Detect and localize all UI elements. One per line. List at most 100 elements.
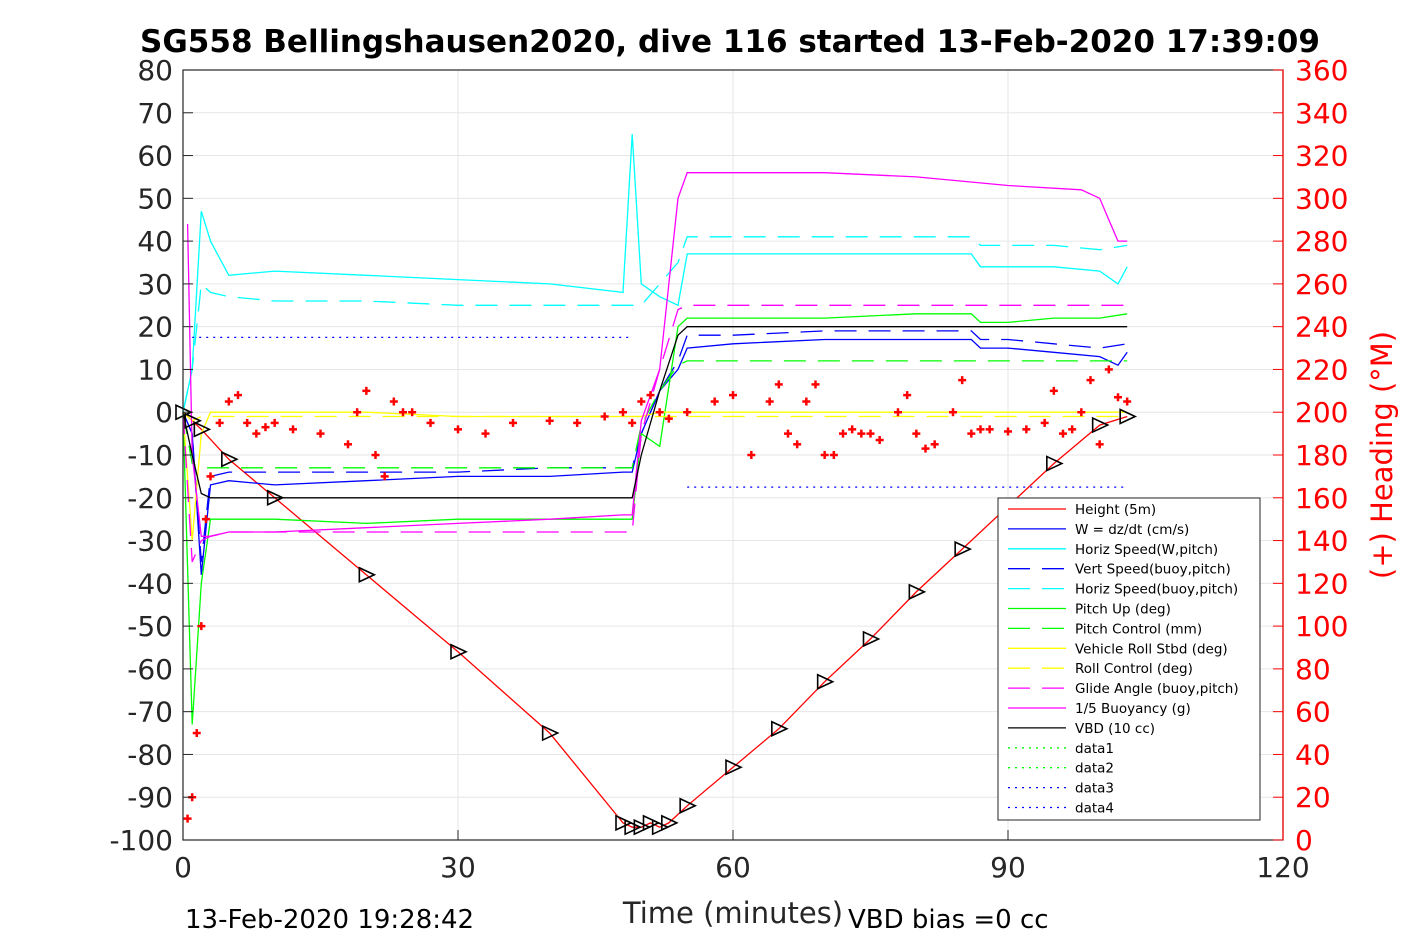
legend-label-6: Pitch Control (mm) — [1075, 621, 1202, 637]
y2-tick-label: 180 — [1295, 439, 1348, 472]
legend-label-10: 1/5 Buoyancy (g) — [1075, 701, 1191, 717]
heading-marker — [454, 425, 462, 434]
heading-marker — [1049, 386, 1058, 395]
heading-marker — [784, 429, 792, 438]
height-marker — [624, 818, 643, 836]
y-tick-label: 60 — [137, 140, 173, 173]
heading-marker — [930, 440, 939, 449]
heading-marker — [206, 472, 215, 481]
heading-marker — [408, 408, 417, 417]
heading-marker — [894, 408, 902, 417]
heading-marker — [1068, 425, 1077, 434]
heading-marker — [866, 429, 875, 438]
y2-tick-label: 300 — [1295, 182, 1348, 215]
series-line-6 — [182, 360, 1128, 469]
y-tick-label: -80 — [127, 738, 173, 771]
y2-tick-label: 260 — [1295, 268, 1348, 301]
y2-tick-label: 0 — [1295, 824, 1313, 857]
heading-marker — [270, 418, 279, 427]
heading-marker — [1059, 429, 1067, 438]
heading-marker — [1022, 425, 1031, 434]
height-marker — [184, 412, 203, 430]
heading-marker — [811, 380, 820, 389]
series-line-2 — [182, 134, 1128, 413]
series-line-0 — [182, 411, 1128, 828]
heading-marker — [1104, 365, 1113, 374]
heading-marker — [1004, 427, 1012, 436]
heading-marker — [234, 391, 242, 400]
legend-label-15: data4 — [1075, 801, 1114, 817]
heading-marker — [985, 425, 994, 434]
height-marker — [679, 797, 698, 815]
height-marker — [615, 814, 633, 832]
heading-marker — [637, 397, 646, 406]
y-tick-label: 40 — [137, 225, 173, 258]
heading-marker — [389, 397, 398, 406]
y-tick-label: 70 — [137, 97, 173, 130]
heading-marker — [192, 729, 201, 738]
legend-label-1: W = dz/dt (cm/s) — [1075, 522, 1189, 538]
x-tick-label: 30 — [440, 851, 476, 884]
heading-marker — [1095, 440, 1104, 449]
y-tick-label: 50 — [137, 182, 173, 215]
heading-marker — [875, 436, 884, 445]
legend: Height (5m) W = dz/dt (cm/s) Horiz Speed(W… — [997, 497, 1261, 821]
heading-marker — [316, 429, 325, 438]
x-tick-label: 90 — [990, 851, 1026, 884]
y2-tick-label: 80 — [1295, 653, 1331, 686]
heading-marker — [829, 451, 838, 459]
heading-marker — [820, 451, 829, 459]
x-tick-label: 60 — [715, 851, 751, 884]
y-tick-label: 0 — [155, 396, 173, 429]
height-marker — [221, 451, 239, 468]
legend-label-4: Horiz Speed(buoy,pitch) — [1075, 582, 1238, 598]
height-marker — [193, 421, 212, 438]
heading-marker — [1086, 376, 1095, 385]
series-line-3 — [182, 330, 1128, 562]
heading-marker — [362, 386, 371, 395]
height-marker — [651, 818, 670, 836]
height-marker — [358, 566, 377, 584]
y2-tick-label: 340 — [1295, 97, 1348, 130]
height-marker — [633, 818, 652, 836]
heading-marker — [353, 408, 362, 417]
y-tick-label: -60 — [127, 653, 173, 686]
height-marker — [1091, 416, 1110, 434]
y2-tick-label: 160 — [1295, 482, 1348, 515]
y-tick-label: -90 — [127, 781, 173, 814]
height-marker — [541, 724, 560, 742]
heading-marker — [949, 408, 957, 417]
series-line-10 — [186, 172, 1128, 537]
heading-marker — [729, 391, 737, 400]
height-marker — [816, 673, 835, 690]
height-marker — [266, 489, 285, 507]
heading-marker — [1040, 418, 1049, 427]
heading-marker — [380, 472, 389, 481]
y-tick-label: -50 — [127, 610, 173, 643]
y2-tick-label: 240 — [1295, 311, 1348, 344]
height-marker — [862, 630, 881, 648]
x-tick-label: 120 — [1256, 851, 1309, 884]
heading-marker — [344, 440, 352, 449]
heading-marker — [747, 451, 756, 459]
heading-marker — [509, 418, 517, 427]
heading-marker — [958, 376, 967, 385]
heading-marker — [710, 397, 719, 406]
y-tick-label: -20 — [127, 482, 173, 515]
y-tick-label: 10 — [137, 353, 173, 386]
heading-marker — [289, 425, 297, 434]
legend-label-0: Height (5m) — [1075, 502, 1156, 518]
heading-marker — [600, 412, 609, 421]
height-marker — [908, 583, 927, 601]
heading-marker — [201, 515, 210, 524]
legend-label-5: Pitch Up (deg) — [1075, 602, 1171, 618]
y-tick-label: 20 — [137, 311, 173, 344]
series-line-7 — [182, 411, 1128, 541]
height-marker — [954, 540, 973, 558]
legend-label-3: Vert Speed(buoy,pitch) — [1075, 562, 1231, 578]
series-line-8 — [182, 411, 1128, 422]
heading-marker — [183, 814, 192, 823]
axis-layer: 80706050403020100-10-20-30-40-50-60-70-8… — [109, 54, 1348, 884]
heading-marker — [857, 429, 866, 438]
